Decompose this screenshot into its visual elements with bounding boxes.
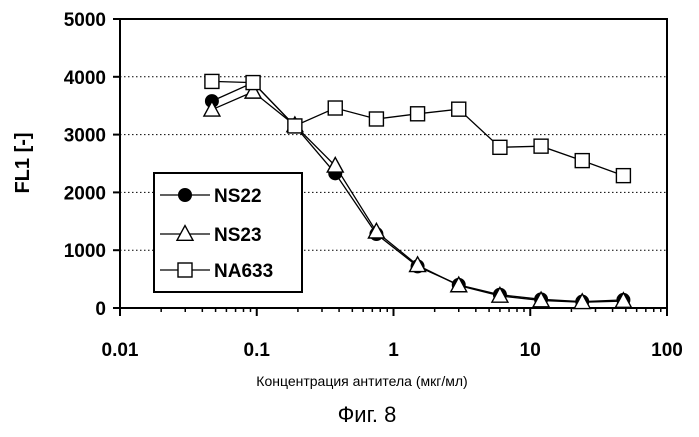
legend-label: NS23	[214, 225, 262, 246]
gridlines	[120, 76, 667, 251]
axis-ticks	[113, 18, 668, 316]
point-marker	[533, 138, 549, 154]
point-marker	[531, 290, 551, 308]
point-marker	[327, 100, 343, 116]
figure-caption: Фиг. 8	[338, 402, 397, 427]
point-marker	[204, 73, 220, 90]
legend-entry-ns23: NS23	[160, 224, 262, 246]
y-tick-label: 0	[95, 299, 106, 320]
point-marker	[492, 139, 508, 156]
point-marker	[409, 106, 426, 122]
point-marker	[368, 111, 385, 127]
legend-entry-na633: NA633	[160, 261, 273, 282]
x-tick-label: 100	[651, 340, 683, 361]
x-tick-label: 10	[520, 340, 541, 361]
point-marker	[287, 118, 303, 134]
point-marker	[451, 101, 467, 117]
series-markers-na633	[204, 73, 632, 184]
y-tick-label: 3000	[64, 126, 106, 147]
x-tick-label: 0.01	[102, 340, 139, 361]
point-marker	[367, 221, 386, 239]
x-tick-labels: 0.01 0.1 1 10 100	[102, 340, 683, 361]
point-marker	[615, 167, 632, 184]
x-axis-label: Концентрация антитела (мкг/мл)	[256, 373, 467, 389]
series-na633	[211, 80, 624, 177]
point-marker	[178, 188, 192, 202]
y-axis-label: FL1 [-]	[12, 132, 34, 193]
legend: NS22 NS23 NA633	[153, 172, 303, 293]
series-layer	[202, 73, 633, 310]
point-marker	[573, 292, 592, 310]
point-marker	[243, 81, 263, 99]
point-marker	[408, 255, 427, 273]
legend-label: NS22	[214, 186, 262, 207]
x-tick-label: 1	[388, 340, 399, 361]
point-marker	[177, 262, 193, 278]
legend-label: NA633	[214, 261, 273, 282]
point-marker	[326, 155, 345, 173]
y-tick-label: 1000	[64, 241, 106, 262]
point-marker	[175, 224, 195, 242]
point-marker	[574, 152, 590, 169]
point-marker	[449, 275, 468, 293]
point-marker	[202, 99, 222, 117]
y-tick-label: 2000	[64, 183, 106, 204]
point-marker	[614, 291, 633, 309]
series-line	[211, 80, 624, 177]
y-tick-labels: 0 1000 2000 3000 4000 5000	[64, 10, 106, 320]
point-marker	[490, 285, 510, 303]
y-tick-label: 5000	[64, 10, 106, 31]
x-tick-label: 0.1	[244, 340, 271, 361]
point-marker	[245, 74, 261, 91]
y-tick-label: 4000	[64, 68, 106, 89]
legend-entry-ns22: NS22	[160, 186, 262, 207]
